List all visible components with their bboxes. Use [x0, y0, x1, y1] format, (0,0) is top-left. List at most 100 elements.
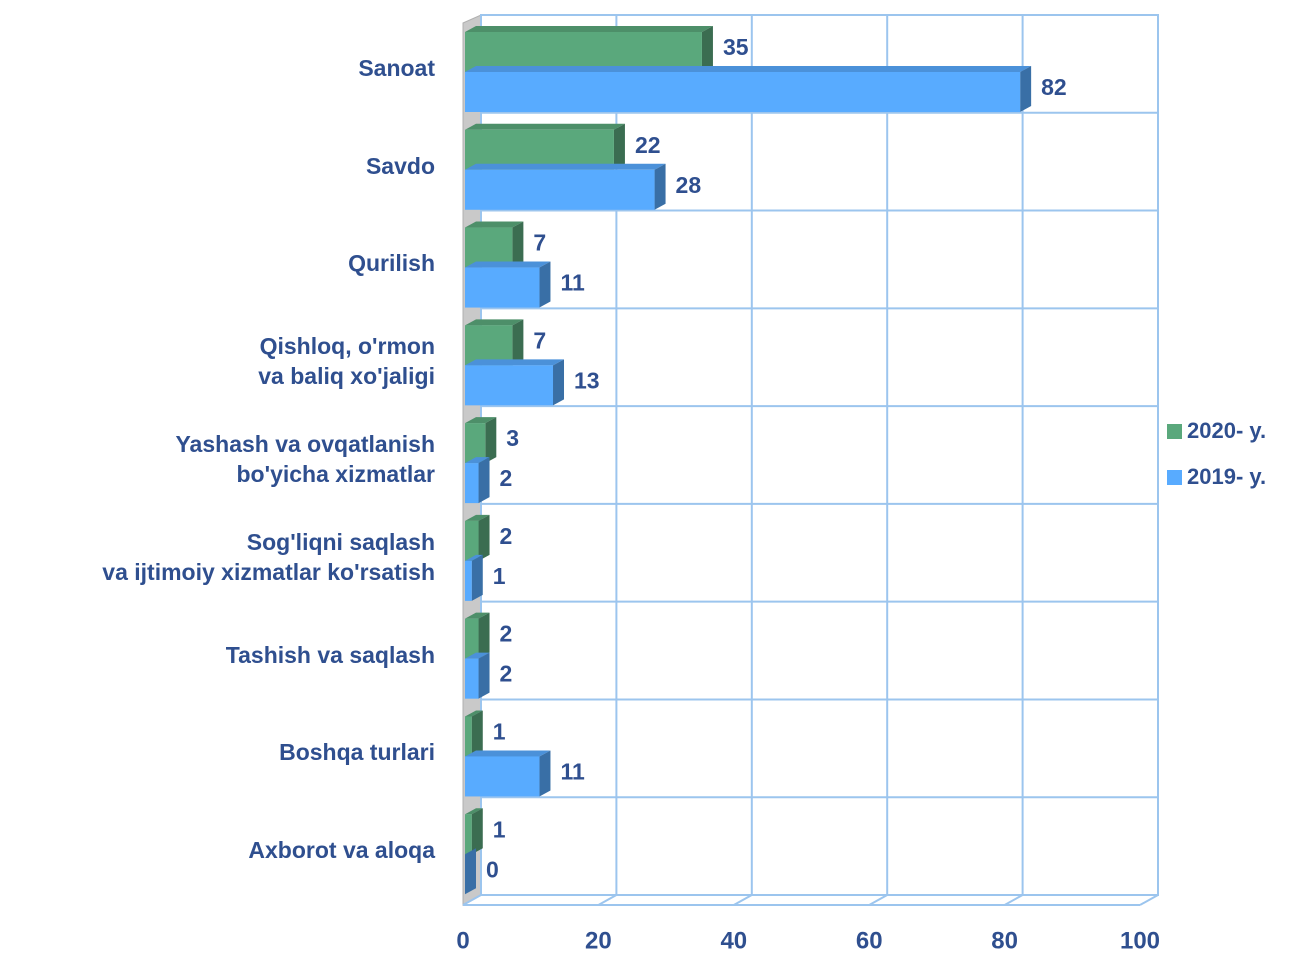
value-label: 1 [493, 719, 506, 745]
legend-label: 2020- y. [1187, 418, 1266, 443]
bar [465, 359, 565, 406]
bar-side [465, 848, 476, 895]
bar [465, 66, 1032, 112]
bar-side [512, 319, 524, 366]
bar-front [465, 325, 513, 366]
category-label: Sog'liqni saqlash va ijtimoiy xizmatlar … [102, 528, 435, 585]
legend-label: 2019- y. [1187, 464, 1266, 489]
category-label: Yashash va ovqatlanish bo'yicha xizmatla… [175, 431, 435, 487]
value-label: 11 [560, 759, 585, 785]
bar-side [478, 652, 490, 699]
value-label: 3 [506, 425, 519, 451]
bar-side [539, 261, 551, 308]
bar [465, 652, 490, 699]
bar-top [465, 221, 524, 228]
value-label: 0 [486, 856, 499, 882]
value-label: 7 [533, 327, 546, 353]
category-label: Qishloq, o'rmon va baliq xo'jaligi [258, 333, 435, 390]
bar [465, 221, 524, 268]
bar-front [465, 463, 479, 504]
bar-side [485, 417, 497, 464]
x-tick-label: 0 [456, 927, 469, 954]
value-label: 82 [1041, 74, 1067, 100]
legend-swatch [1167, 470, 1182, 485]
bar-top [465, 359, 565, 366]
floor-line [597, 894, 617, 906]
value-label: 1 [493, 816, 506, 842]
value-label: 11 [560, 270, 585, 296]
legend-swatch [1167, 424, 1182, 439]
bar [465, 123, 625, 170]
category-label: Savdo [365, 152, 435, 179]
x-tick-label: 20 [585, 927, 612, 954]
bar-side [478, 612, 490, 659]
bar-side [478, 457, 490, 504]
bar-top [465, 26, 713, 32]
value-label: 7 [533, 230, 546, 256]
value-label: 2 [500, 523, 513, 549]
bar [465, 514, 490, 561]
bar-top [465, 554, 483, 561]
bar [465, 26, 713, 72]
bar-side [471, 710, 483, 757]
bar-top [465, 319, 524, 326]
x-tick-label: 100 [1120, 927, 1160, 954]
bar [465, 261, 551, 308]
x-tick-label: 60 [856, 927, 883, 954]
bar-front [465, 129, 614, 170]
bar-top [465, 163, 666, 170]
floor-line [733, 894, 753, 906]
bar-side [1020, 66, 1032, 112]
value-label: 2 [500, 621, 513, 647]
bar-front [465, 169, 655, 210]
bar-top [465, 123, 625, 130]
bar-front [465, 267, 540, 308]
floor-line [868, 894, 888, 906]
bar-top [465, 710, 483, 717]
bar-top [465, 417, 497, 424]
bar-side [553, 359, 565, 406]
bar-front [465, 716, 472, 757]
bar [465, 612, 490, 659]
bar-front [465, 365, 554, 406]
bar-front [465, 658, 479, 699]
bar-front [465, 520, 479, 561]
value-label: 35 [723, 34, 749, 60]
floor-line [462, 894, 482, 906]
value-label: 22 [635, 132, 661, 158]
bar [465, 163, 666, 210]
value-label: 2 [500, 661, 513, 687]
bar-front [465, 423, 486, 464]
category-label: Axborot va aloqa [248, 837, 435, 864]
bar-side [471, 808, 483, 855]
category-label: Tashish va saqlash [225, 641, 435, 668]
bar-side [701, 26, 713, 72]
bar-top [465, 66, 1032, 72]
bar-side [613, 123, 625, 170]
value-label: 13 [574, 367, 600, 393]
bar-side [471, 554, 483, 601]
bar-front [465, 618, 479, 659]
bar-front [465, 32, 702, 72]
bar-side [512, 221, 524, 268]
value-label: 28 [676, 172, 702, 198]
bar-top [465, 261, 551, 268]
bar [465, 554, 483, 601]
bar [465, 710, 483, 757]
value-label: 2 [500, 465, 513, 491]
floor-line [1004, 894, 1024, 906]
bar-top [465, 457, 490, 464]
bar [465, 417, 497, 464]
category-label: Sanoat [358, 54, 435, 81]
bar [465, 848, 476, 895]
category-label: Qurilish [348, 250, 435, 277]
bar-top [465, 808, 483, 815]
bar-side [654, 163, 666, 210]
bar [465, 808, 483, 855]
bar-top [465, 514, 490, 521]
bar-top [465, 750, 551, 757]
x-tick-label: 80 [991, 927, 1018, 954]
bar-top [465, 612, 490, 619]
